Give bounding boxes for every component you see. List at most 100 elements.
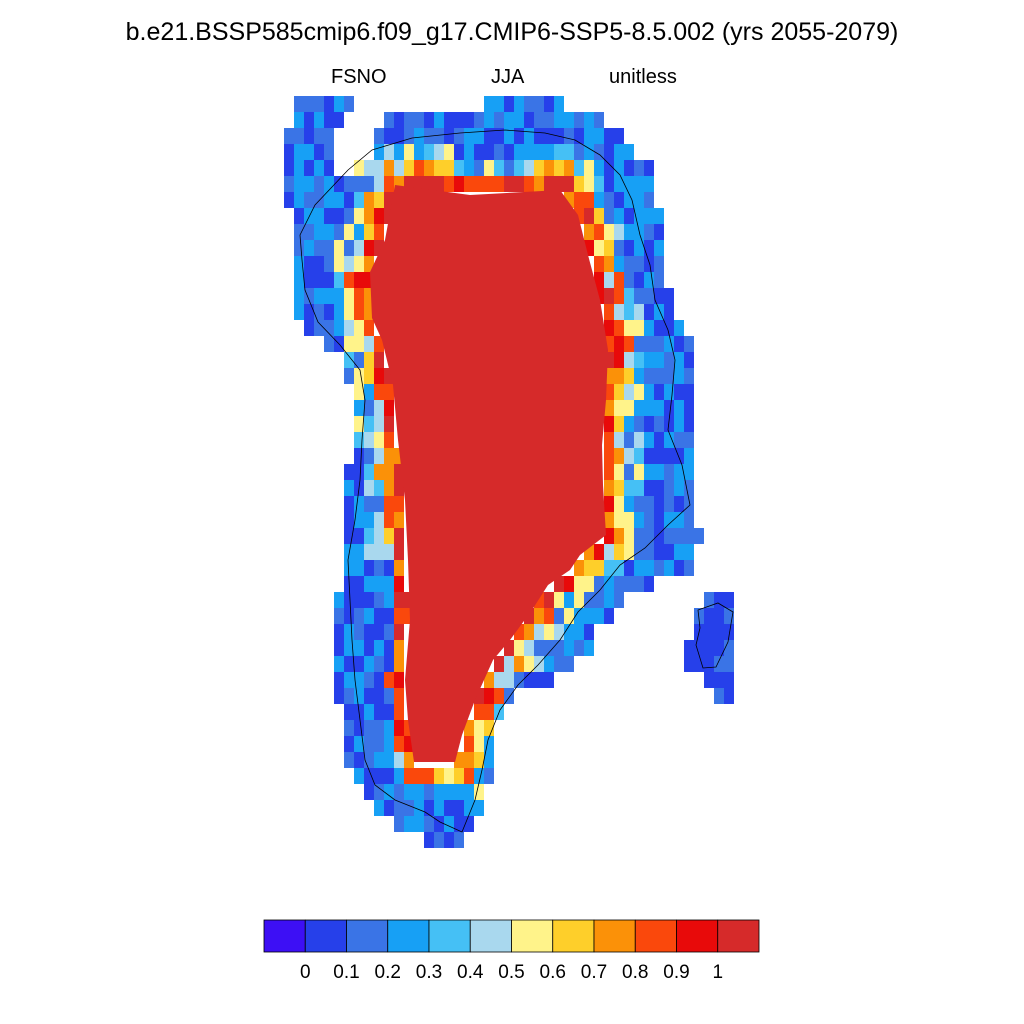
grid-cell bbox=[394, 624, 404, 640]
grid-cell bbox=[594, 256, 604, 272]
grid-cell bbox=[344, 624, 354, 640]
grid-cell bbox=[374, 224, 384, 240]
grid-cell bbox=[474, 144, 484, 160]
grid-cell bbox=[354, 256, 364, 272]
grid-cell bbox=[434, 800, 444, 816]
grid-cell bbox=[534, 144, 544, 160]
grid-cell bbox=[644, 240, 654, 256]
grid-cell bbox=[644, 384, 654, 400]
grid-cell bbox=[434, 768, 444, 784]
grid-cell bbox=[374, 496, 384, 512]
grid-cell bbox=[434, 112, 444, 128]
grid-cell bbox=[284, 176, 294, 192]
grid-cell bbox=[464, 816, 474, 832]
grid-cell bbox=[394, 512, 404, 528]
grid-cell bbox=[634, 368, 644, 384]
grid-cell bbox=[674, 368, 684, 384]
grid-cell bbox=[494, 112, 504, 128]
grid-cell bbox=[294, 304, 304, 320]
grid-cell bbox=[344, 688, 354, 704]
grid-cell bbox=[564, 656, 574, 672]
grid-cell bbox=[604, 240, 614, 256]
grid-cell bbox=[334, 320, 344, 336]
grid-cell bbox=[384, 480, 394, 496]
grid-cell bbox=[464, 176, 474, 192]
grid-cell bbox=[654, 464, 664, 480]
grid-cell bbox=[624, 448, 634, 464]
season-label: JJA bbox=[491, 66, 525, 88]
colorbar-swatch bbox=[263, 919, 306, 953]
grid-cell bbox=[514, 128, 524, 144]
grid-cell bbox=[364, 704, 374, 720]
grid-cell bbox=[484, 720, 494, 736]
grid-cell bbox=[424, 144, 434, 160]
grid-cell bbox=[334, 208, 344, 224]
grid-cell bbox=[374, 544, 384, 560]
grid-cell bbox=[394, 480, 404, 496]
grid-cell bbox=[384, 160, 394, 176]
grid-cell bbox=[604, 416, 614, 432]
grid-cell bbox=[644, 176, 654, 192]
grid-cell bbox=[594, 272, 604, 288]
grid-cell bbox=[384, 736, 394, 752]
grid-cell bbox=[324, 288, 334, 304]
grid-cell bbox=[574, 576, 584, 592]
grid-cell bbox=[314, 176, 324, 192]
grid-cell bbox=[594, 176, 604, 192]
grid-cell bbox=[664, 560, 674, 576]
grid-cell bbox=[364, 368, 374, 384]
grid-cell bbox=[364, 320, 374, 336]
grid-cell bbox=[394, 784, 404, 800]
grid-cell bbox=[454, 160, 464, 176]
grid-cell bbox=[614, 368, 624, 384]
grid-cell bbox=[654, 432, 664, 448]
grid-cell bbox=[324, 192, 334, 208]
grid-cell bbox=[364, 512, 374, 528]
grid-cell bbox=[364, 384, 374, 400]
grid-cell bbox=[574, 160, 584, 176]
grid-cell bbox=[354, 304, 364, 320]
grid-cell bbox=[384, 768, 394, 784]
grid-cell bbox=[624, 240, 634, 256]
grid-cell bbox=[544, 592, 554, 608]
grid-cell bbox=[344, 304, 354, 320]
grid-cell bbox=[354, 576, 364, 592]
grid-cell bbox=[374, 176, 384, 192]
grid-cell bbox=[354, 160, 364, 176]
grid-cell bbox=[364, 352, 374, 368]
grid-cell bbox=[684, 400, 694, 416]
grid-cell bbox=[384, 144, 394, 160]
grid-cell bbox=[354, 320, 364, 336]
grid-cell bbox=[354, 288, 364, 304]
grid-cell bbox=[434, 832, 444, 848]
grid-cell bbox=[394, 528, 404, 544]
grid-cell bbox=[534, 160, 544, 176]
grid-cell bbox=[374, 144, 384, 160]
grid-cell bbox=[394, 576, 404, 592]
grid-cell bbox=[294, 128, 304, 144]
grid-cell bbox=[564, 192, 574, 208]
grid-cell bbox=[394, 464, 404, 480]
grid-cell bbox=[394, 656, 404, 672]
grid-cell bbox=[534, 624, 544, 640]
grid-cell bbox=[514, 672, 524, 688]
grid-cell bbox=[604, 128, 614, 144]
grid-cell bbox=[624, 336, 634, 352]
grid-cell bbox=[354, 336, 364, 352]
grid-cell bbox=[314, 160, 324, 176]
grid-cell bbox=[724, 624, 734, 640]
grid-cell bbox=[574, 608, 584, 624]
grid-cell bbox=[724, 672, 734, 688]
grid-cell bbox=[594, 224, 604, 240]
grid-cell bbox=[654, 368, 664, 384]
grid-cell bbox=[324, 144, 334, 160]
grid-cell bbox=[614, 224, 624, 240]
grid-cell bbox=[384, 688, 394, 704]
grid-cell bbox=[334, 592, 344, 608]
grid-cell bbox=[344, 320, 354, 336]
colorbar-swatch bbox=[428, 919, 471, 953]
grid-cell bbox=[474, 768, 484, 784]
grid-cell bbox=[494, 688, 504, 704]
grid-cell bbox=[424, 112, 434, 128]
grid-cell bbox=[624, 400, 634, 416]
